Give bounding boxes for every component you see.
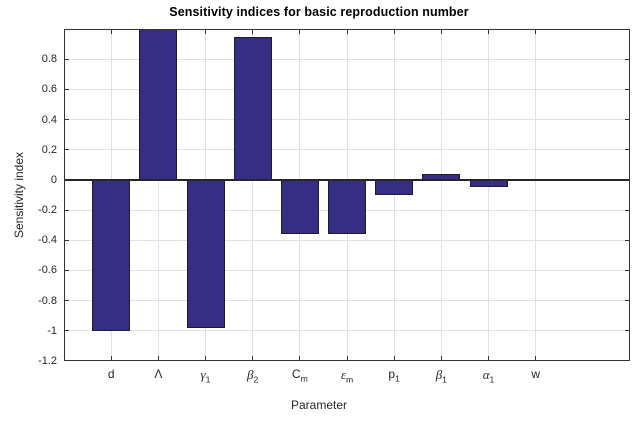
x-tick-label-w: w	[508, 367, 564, 381]
y-tick-mark	[64, 239, 69, 241]
x-tick-subscript: 1	[442, 374, 447, 385]
x-tick-label-beta-2: β2	[225, 367, 281, 385]
y-tick-label: -0.6	[38, 264, 57, 277]
gridline-vertical	[440, 29, 442, 361]
x-tick-mark	[488, 356, 489, 361]
x-tick-mark	[110, 356, 112, 361]
x-tick-mark	[393, 29, 395, 34]
x-tick-mark	[346, 29, 348, 34]
y-tick-mark	[625, 58, 630, 60]
y-tick-mark	[64, 209, 69, 211]
zero-baseline	[64, 178, 630, 181]
y-axis-label: Sensitivity index	[12, 151, 26, 239]
x-tick-subscript: 1	[395, 373, 400, 384]
x-tick-subscript: 2	[253, 374, 259, 385]
x-tick-mark	[205, 356, 206, 361]
x-tick-mark	[440, 29, 442, 34]
y-tick-mark	[64, 300, 69, 302]
x-tick-mark	[393, 356, 395, 361]
y-tick-mark	[64, 149, 69, 151]
x-tick-mark	[299, 356, 301, 361]
y-tick-mark	[625, 119, 630, 121]
x-tick-label-alpha-1: α1	[461, 367, 517, 385]
x-tick-label-beta-1: β1	[413, 367, 469, 385]
x-tick-glyph: w	[531, 367, 540, 381]
gridline-vertical	[252, 29, 254, 361]
plot-area	[64, 29, 630, 361]
y-tick-mark	[625, 300, 630, 302]
x-tick-mark	[157, 29, 159, 34]
x-tick-subscript: 1	[205, 374, 211, 385]
y-tick-label: 0.8	[41, 53, 57, 66]
y-tick-label: -1	[47, 324, 57, 337]
x-tick-glyph: d	[107, 367, 115, 381]
bar-d	[92, 179, 130, 331]
bar-alpha-1	[470, 179, 508, 188]
chart-title: Sensitivity indices for basic reproducti…	[169, 5, 469, 19]
x-tick-glyph: α	[482, 367, 490, 382]
y-tick-mark	[64, 269, 69, 271]
gridline-vertical	[393, 29, 395, 361]
x-tick-glyph: Λ	[154, 367, 163, 381]
x-tick-mark	[440, 356, 442, 361]
x-tick-glyph: β	[247, 367, 254, 382]
x-tick-subscript: 1	[489, 374, 495, 385]
x-tick-glyph: p	[388, 367, 396, 381]
bar-p-1	[375, 179, 413, 195]
y-tick-mark	[64, 179, 69, 181]
gridline-vertical	[535, 29, 537, 361]
x-tick-subscript: m	[300, 373, 308, 384]
y-tick-mark	[625, 179, 630, 181]
x-tick-glyph: C	[291, 367, 301, 381]
y-tick-mark	[64, 88, 69, 90]
y-tick-label: -0.2	[38, 204, 57, 217]
x-tick-label-d: d	[83, 367, 139, 381]
x-axis-label: Parameter	[290, 398, 348, 412]
y-tick-label: -0.8	[38, 294, 57, 307]
x-tick-mark	[157, 356, 159, 361]
x-tick-mark	[252, 29, 254, 34]
x-tick-subscript: m	[345, 374, 354, 385]
y-tick-label: 0	[50, 173, 57, 186]
bar-c-m	[281, 179, 319, 235]
x-tick-glyph: ε	[340, 367, 346, 382]
y-tick-mark	[625, 330, 630, 332]
x-tick-mark	[346, 356, 348, 361]
y-tick-mark	[625, 149, 630, 151]
y-tick-label: -0.4	[38, 234, 57, 247]
y-tick-mark	[625, 269, 630, 271]
x-tick-label-epsilon-m: εm	[319, 367, 375, 385]
x-tick-mark	[205, 29, 206, 34]
y-tick-label: -1.2	[38, 355, 57, 367]
x-tick-mark	[110, 29, 112, 34]
gridline-vertical	[157, 29, 159, 361]
y-tick-label: 0.6	[41, 83, 57, 96]
x-tick-mark	[488, 29, 489, 34]
x-tick-glyph: β	[435, 367, 443, 382]
y-tick-label: 0.2	[41, 143, 57, 156]
x-tick-glyph: γ	[200, 367, 206, 382]
y-tick-mark	[64, 119, 69, 121]
x-tick-label-lambda: Λ	[130, 367, 186, 381]
bar-epsilon-m	[328, 179, 366, 235]
x-tick-label-c-m: Cm	[272, 367, 328, 384]
y-tick-mark	[64, 330, 69, 332]
x-tick-mark	[535, 29, 537, 34]
y-tick-mark	[625, 88, 630, 90]
y-tick-mark	[625, 239, 630, 241]
x-tick-mark	[252, 356, 254, 361]
gridline-vertical	[488, 29, 489, 361]
x-tick-label-p-1: p1	[366, 367, 422, 384]
bar-beta-2	[234, 36, 272, 180]
y-tick-label: 0.4	[41, 113, 57, 126]
x-tick-label-gamma-1: γ1	[178, 367, 234, 385]
x-tick-mark	[535, 356, 537, 361]
y-tick-mark	[625, 209, 630, 211]
bar-gamma-1	[187, 179, 225, 328]
bar-lambda	[139, 29, 177, 180]
x-tick-mark	[299, 29, 301, 34]
y-tick-mark	[64, 58, 69, 60]
